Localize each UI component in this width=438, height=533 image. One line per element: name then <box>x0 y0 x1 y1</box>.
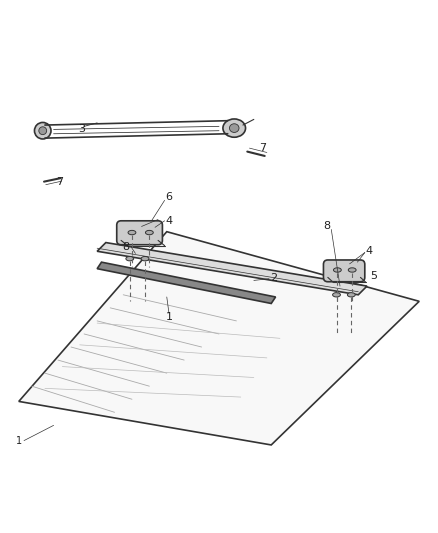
Text: 6: 6 <box>166 192 173 202</box>
Text: 7: 7 <box>57 177 64 187</box>
Ellipse shape <box>145 230 153 235</box>
Ellipse shape <box>128 230 136 235</box>
FancyBboxPatch shape <box>117 221 162 245</box>
Ellipse shape <box>333 268 341 272</box>
Polygon shape <box>97 262 276 303</box>
Text: 2: 2 <box>270 273 277 283</box>
Polygon shape <box>97 243 367 295</box>
FancyBboxPatch shape <box>323 260 365 282</box>
Ellipse shape <box>126 256 134 261</box>
Text: 4: 4 <box>366 246 373 256</box>
Text: 3: 3 <box>78 124 85 134</box>
Text: 1: 1 <box>166 312 173 321</box>
Ellipse shape <box>347 293 355 297</box>
Text: 7: 7 <box>259 143 266 152</box>
Ellipse shape <box>332 293 340 297</box>
Ellipse shape <box>39 127 47 135</box>
Polygon shape <box>19 232 419 445</box>
Text: 5: 5 <box>370 271 377 281</box>
Ellipse shape <box>35 123 51 139</box>
Text: 4: 4 <box>166 216 173 226</box>
Ellipse shape <box>348 268 356 272</box>
Text: 8: 8 <box>122 242 129 252</box>
Text: 1: 1 <box>16 437 22 447</box>
Ellipse shape <box>223 119 246 137</box>
Text: 8: 8 <box>323 221 331 231</box>
Ellipse shape <box>141 256 149 261</box>
Ellipse shape <box>230 124 239 133</box>
